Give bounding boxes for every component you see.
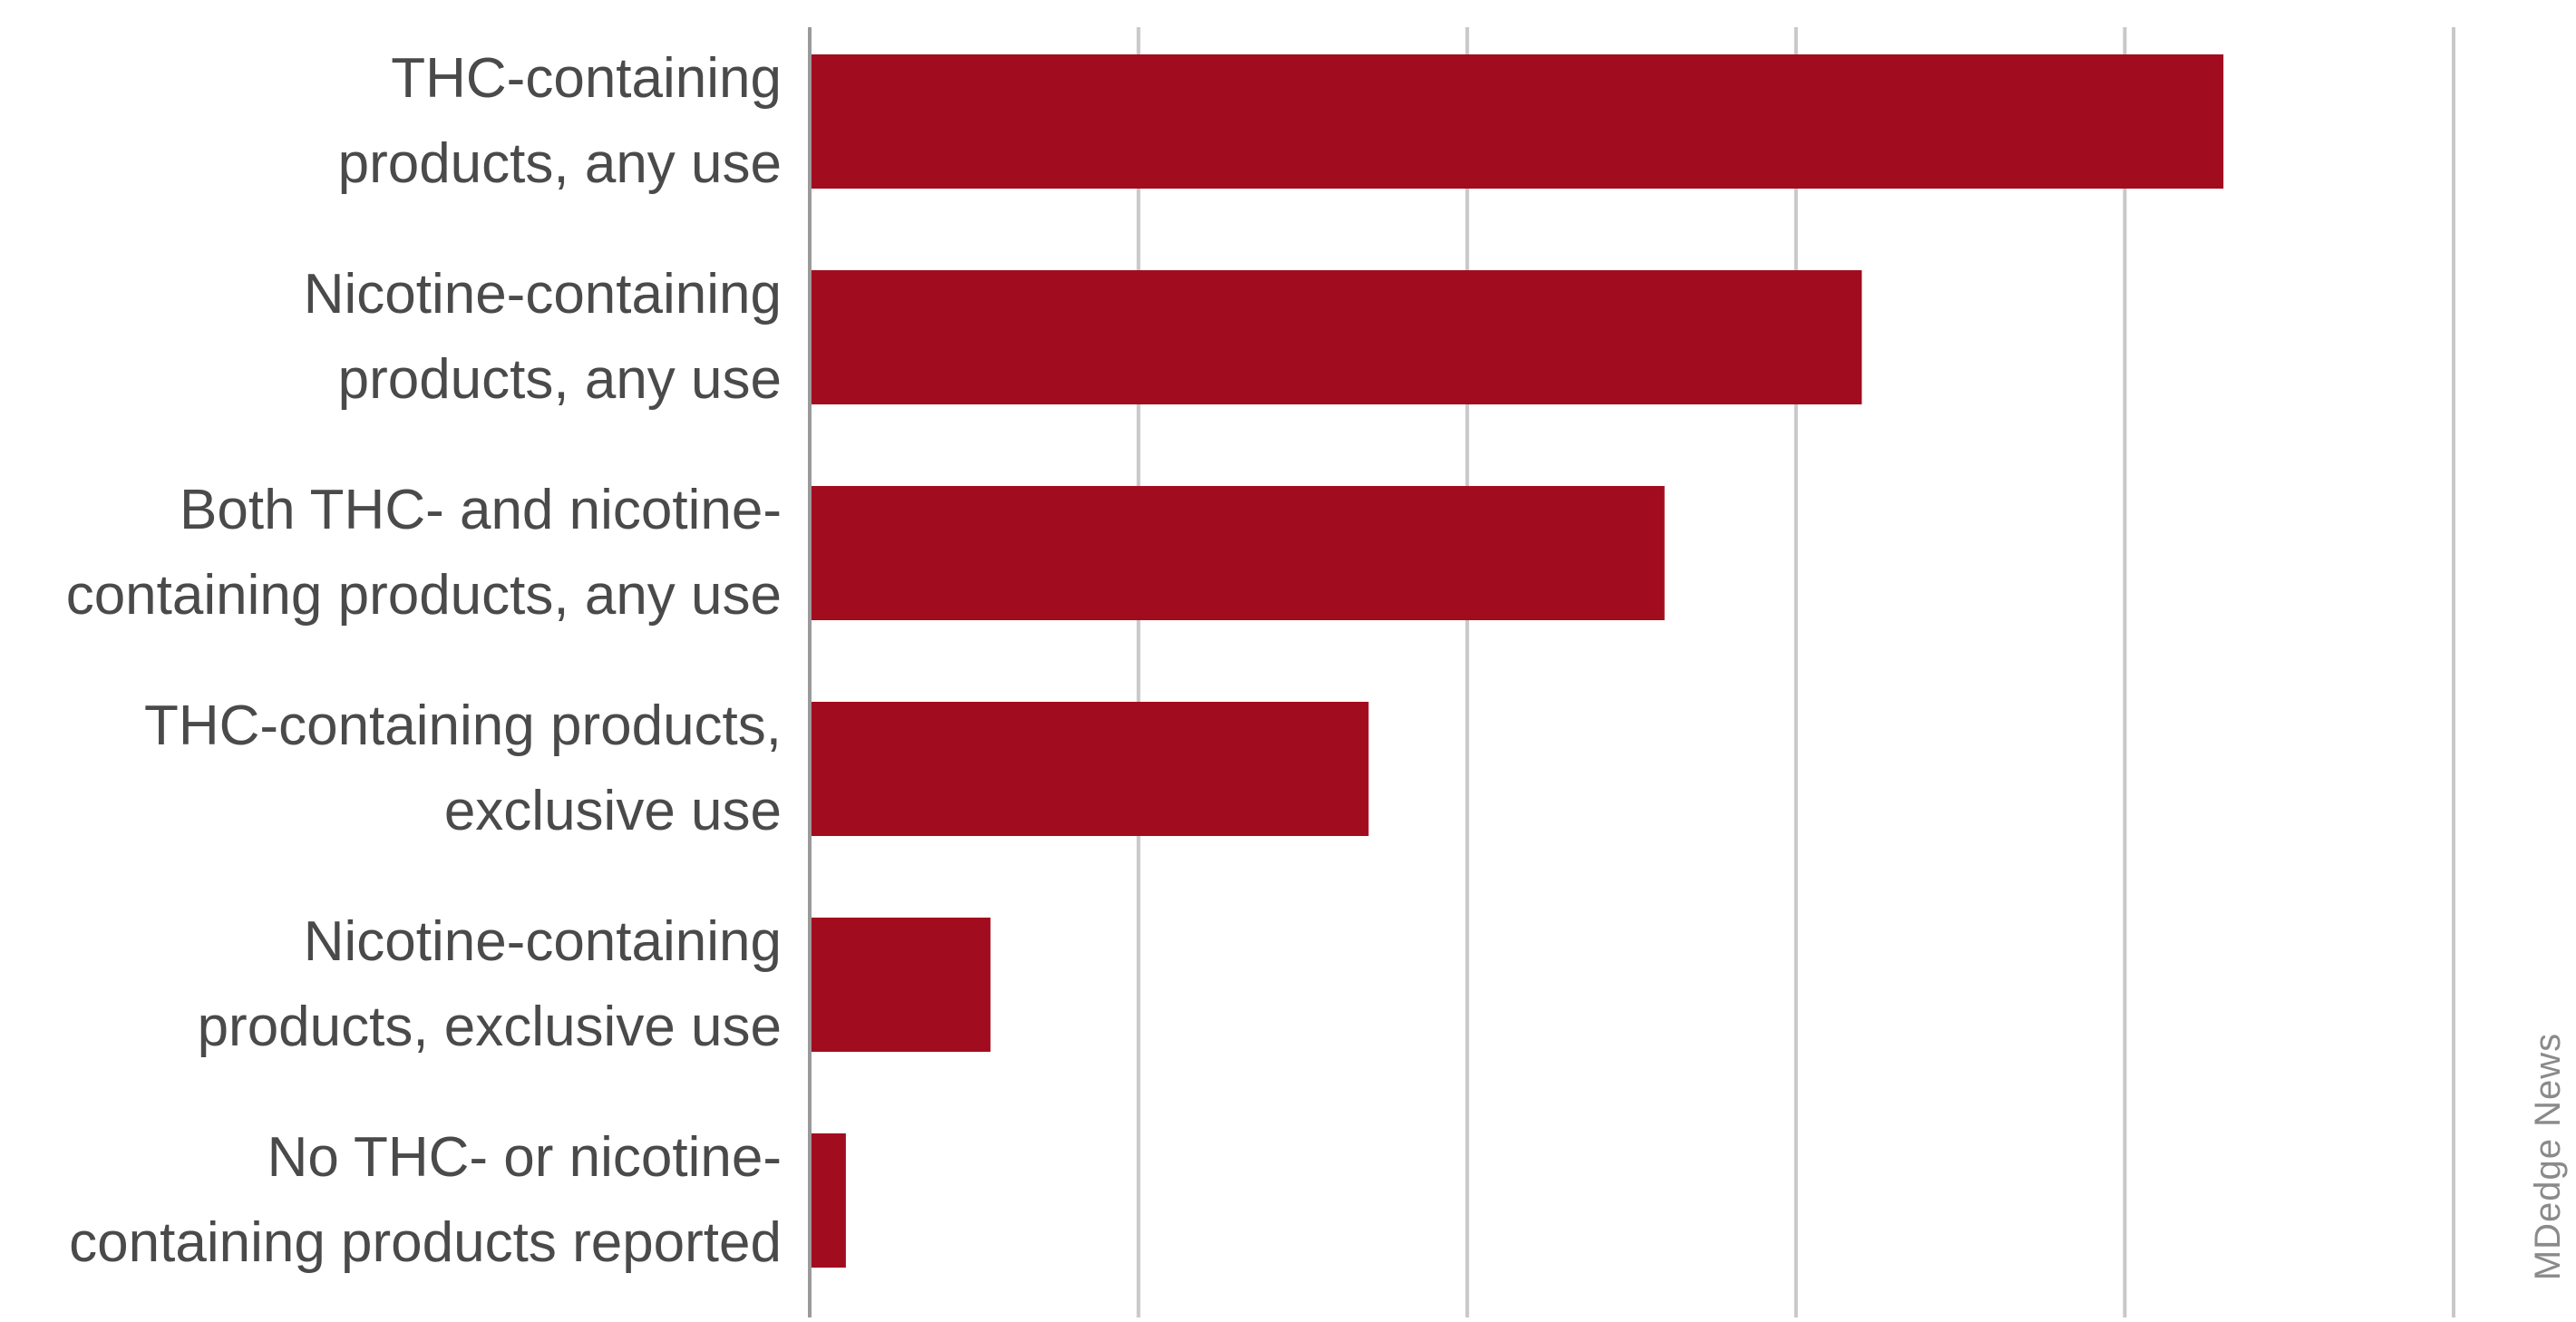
category-label-1-line-1: THC-containing: [391, 47, 782, 110]
bar-5: [810, 918, 991, 1052]
category-label-5-line-1: Nicotine-containing: [304, 910, 782, 973]
category-label-4-line-2: exclusive use: [444, 780, 782, 842]
gridlines: [1136, 27, 2455, 1317]
category-label-4: THC-containing products, exclusive use: [144, 695, 782, 842]
category-label-5: Nicotine-containing products, exclusive u…: [198, 910, 782, 1058]
bars: [810, 54, 2224, 1268]
category-label-3: Both THC- and nicotine-containing produc…: [66, 479, 782, 627]
category-label-4-line-1: THC-containing products,: [144, 695, 782, 757]
category-label-6-line-1: No THC- or nicotine-: [267, 1126, 782, 1189]
category-label-2: Nicotine-containing products, any use: [304, 263, 782, 411]
credit-container: MDedge News: [2522, 1002, 2576, 1310]
category-label-2-line-2: products, any use: [338, 348, 782, 411]
bar-3: [810, 486, 1665, 620]
source-credit: MDedge News: [2528, 1032, 2569, 1280]
bar-6: [810, 1133, 846, 1268]
category-label-3-line-2: containing products, any use: [66, 564, 782, 627]
category-label-6: No THC- or nicotine-containing products …: [69, 1126, 782, 1274]
bar-4: [810, 702, 1369, 836]
bar-1: [810, 54, 2224, 189]
category-label-1: THC-containing products, any use: [338, 47, 782, 195]
category-label-5-line-2: products, exclusive use: [198, 996, 782, 1058]
category-label-6-line-2: containing products reported: [69, 1211, 782, 1274]
category-labels: THC-containing products, any useNicotine-…: [66, 47, 782, 1274]
category-label-2-line-1: Nicotine-containing: [304, 263, 782, 326]
category-label-3-line-1: Both THC- and nicotine-: [180, 479, 782, 541]
category-label-1-line-2: products, any use: [338, 132, 782, 195]
bar-2: [810, 270, 1862, 404]
